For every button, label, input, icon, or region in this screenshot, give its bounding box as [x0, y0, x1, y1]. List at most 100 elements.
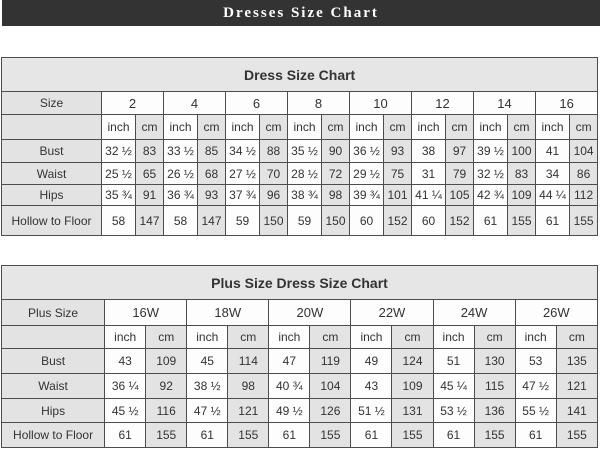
unit-header-inch: inch — [163, 114, 198, 140]
unit-header-inch: inch — [225, 114, 260, 140]
measurement-cell: 44 ¼ — [535, 184, 570, 206]
measurement-cell: 61 — [514, 422, 557, 448]
unit-header-inch: inch — [473, 114, 508, 140]
measurement-cell: 136 — [473, 398, 516, 423]
measurement-cell: 109 — [507, 184, 536, 206]
unit-header-cm: cm — [391, 325, 434, 349]
measurement-cell: 38 ¾ — [287, 184, 322, 206]
unit-header-cm: cm — [507, 114, 536, 140]
measurement-cell: 61 — [432, 422, 475, 448]
measurement-cell: 124 — [391, 348, 434, 374]
size-corner-label: Size — [1, 91, 102, 115]
measurement-cell: 60 — [349, 205, 384, 236]
size-header: 8 — [287, 91, 350, 115]
measurement-cell: 45 ¼ — [432, 373, 475, 399]
corner-empty-cell — [0, 325, 106, 349]
measurement-cell: 47 ½ — [514, 373, 557, 399]
table-title: Dress Size Chart — [0, 57, 599, 92]
measurement-cell: 32 ½ — [473, 162, 508, 185]
measurement-cell: 155 — [145, 422, 188, 448]
measurement-cell: 53 — [514, 348, 557, 374]
measurement-cell: 126 — [309, 398, 352, 423]
measurement-cell: 114 — [227, 348, 270, 374]
unit-header-cm: cm — [135, 114, 164, 140]
row-label: Hips — [1, 184, 102, 206]
table-row: Bust 43 109 45 114 47 119 49 124 51 130 53 135 — [0, 348, 599, 374]
measurement-cell: 98 — [321, 184, 350, 206]
measurement-cell: 121 — [227, 398, 270, 423]
measurement-cell: 61 — [186, 422, 229, 448]
table-row: inch cm inch cm inch cm inch cm inch cm inch cm — [0, 325, 599, 349]
table-row: Hollow to Floor 61 155 61 155 61 155 61 155 61 155… — [0, 422, 599, 448]
measurement-cell: 97 — [445, 139, 474, 163]
size-header: 16 — [534, 91, 599, 115]
unit-header-inch: inch — [104, 325, 147, 349]
row-label: Hips — [0, 398, 106, 423]
unit-header-inch: inch — [268, 325, 311, 349]
measurement-cell: 38 ½ — [186, 373, 229, 399]
measurement-cell: 155 — [507, 205, 536, 236]
measurement-cell: 150 — [321, 205, 350, 236]
measurement-cell: 155 — [555, 422, 599, 448]
measurement-cell: 61 — [350, 422, 393, 448]
size-header: 24W — [432, 299, 516, 326]
measurement-cell: 41 — [535, 139, 570, 163]
measurement-cell: 38 — [411, 139, 446, 163]
unit-header-inch: inch — [287, 114, 322, 140]
measurement-cell: 26 ½ — [163, 162, 198, 185]
measurement-cell: 147 — [197, 205, 226, 236]
size-header: 10 — [349, 91, 412, 115]
size-header: 12 — [411, 91, 474, 115]
unit-header-cm: cm — [473, 325, 516, 349]
measurement-cell: 59 — [225, 205, 260, 236]
row-label: Bust — [0, 348, 106, 374]
row-label: Hollow to Floor — [1, 205, 102, 236]
measurement-cell: 53 ½ — [432, 398, 475, 423]
measurement-cell: 105 — [445, 184, 474, 206]
measurement-cell: 131 — [391, 398, 434, 423]
measurement-cell: 35 ¾ — [101, 184, 136, 206]
measurement-cell: 39 ¾ — [349, 184, 384, 206]
measurement-cell: 83 — [135, 139, 164, 163]
table-title: Plus Size Dress Size Chart — [1, 265, 598, 300]
measurement-cell: 92 — [145, 373, 188, 399]
size-header: 16W — [104, 299, 188, 326]
unit-header-cm: cm — [197, 114, 226, 140]
unit-header-cm: cm — [445, 114, 474, 140]
measurement-cell: 104 — [309, 373, 352, 399]
measurement-cell: 36 ¼ — [104, 373, 147, 399]
plus-size-dress-size-chart-table: Plus Size Dress Size Chart Plus Size 16W 18… — [0, 265, 599, 448]
measurement-cell: 72 — [321, 162, 350, 185]
page-title: Dresses Size Chart — [223, 4, 379, 21]
measurement-cell: 25 ½ — [101, 162, 136, 185]
unit-header-inch: inch — [101, 114, 136, 140]
measurement-cell: 47 — [268, 348, 311, 374]
measurement-cell: 152 — [445, 205, 474, 236]
measurement-cell: 36 ¾ — [163, 184, 198, 206]
unit-header-inch: inch — [411, 114, 446, 140]
unit-header-cm: cm — [568, 114, 599, 140]
measurement-cell: 135 — [555, 348, 599, 374]
measurement-cell: 100 — [507, 139, 536, 163]
unit-header-inch: inch — [535, 114, 570, 140]
measurement-cell: 61 — [268, 422, 311, 448]
measurement-cell: 45 ½ — [104, 398, 147, 423]
size-header: 22W — [350, 299, 434, 326]
measurement-cell: 49 ½ — [268, 398, 311, 423]
size-corner-label: Plus Size — [0, 299, 106, 326]
measurement-cell: 29 ½ — [349, 162, 384, 185]
measurement-cell: 61 — [104, 422, 147, 448]
measurement-cell: 155 — [391, 422, 434, 448]
measurement-cell: 79 — [445, 162, 474, 185]
measurement-cell: 90 — [321, 139, 350, 163]
measurement-cell: 47 ½ — [186, 398, 229, 423]
measurement-cell: 33 ½ — [163, 139, 198, 163]
measurement-cell: 155 — [309, 422, 352, 448]
table-row: Waist 36 ¼ 92 38 ½ 98 40 ¾ 104 43 109 45 ¼ 115 47 ½… — [0, 373, 599, 399]
measurement-cell: 109 — [145, 348, 188, 374]
measurement-cell: 104 — [568, 139, 599, 163]
measurement-cell: 43 — [350, 373, 393, 399]
measurement-cell: 109 — [391, 373, 434, 399]
measurement-cell: 141 — [555, 398, 599, 423]
